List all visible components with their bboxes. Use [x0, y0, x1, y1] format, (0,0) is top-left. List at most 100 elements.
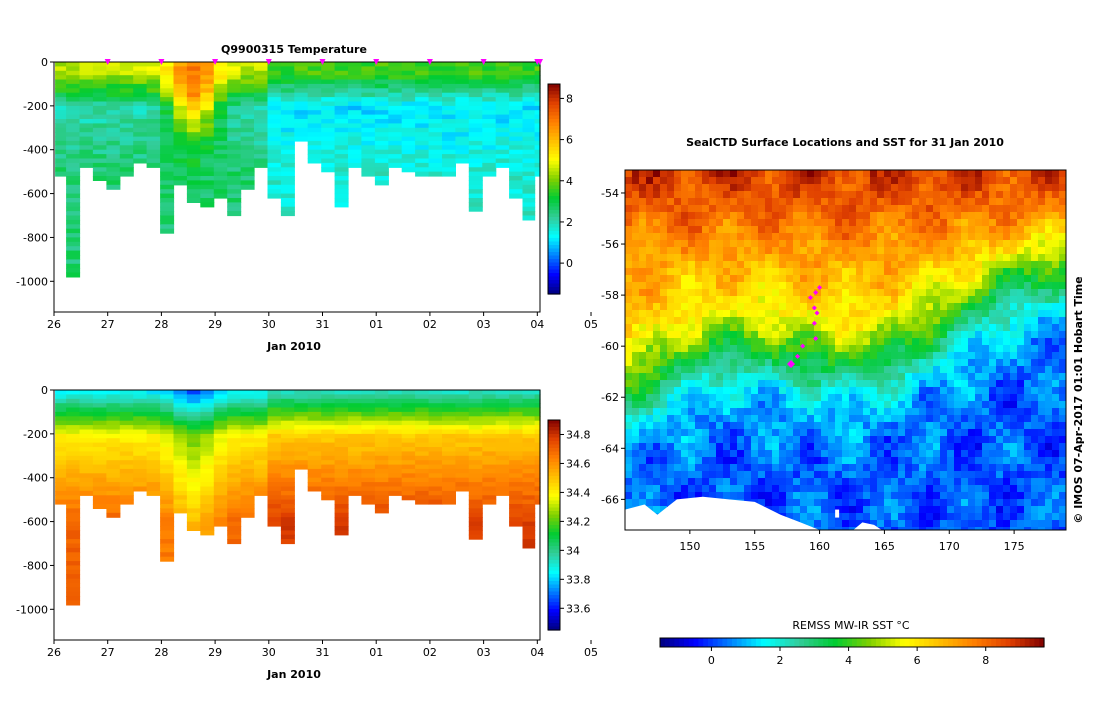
sst-cell: [737, 352, 744, 359]
sst-cell: [940, 359, 947, 366]
section-cell: [482, 150, 496, 155]
section-cell: [187, 508, 201, 513]
sst-cell: [751, 198, 758, 205]
sst-cell: [716, 415, 723, 422]
section-cell: [415, 487, 429, 492]
sst-cell: [786, 373, 793, 380]
section-cell: [429, 425, 443, 430]
sst-cell: [688, 464, 695, 471]
section-cell: [227, 211, 241, 216]
section-cell: [509, 75, 523, 80]
sst-cell: [912, 289, 919, 296]
section-cell: [402, 394, 416, 399]
section-cell: [66, 508, 80, 513]
sst-cell: [1031, 191, 1038, 198]
colorbar-segment: [548, 599, 560, 603]
section-cell: [281, 478, 295, 483]
sst-cell: [695, 310, 702, 317]
section-cell: [200, 500, 214, 505]
section-cell: [348, 421, 362, 426]
sst-cell: [709, 296, 716, 303]
sst-cell: [709, 401, 716, 408]
section-cell: [442, 390, 456, 395]
sst-cell: [919, 450, 926, 457]
sst-cell: [1038, 268, 1045, 275]
section-cell: [174, 451, 188, 456]
sst-cell: [646, 415, 653, 422]
section-cell: [55, 141, 67, 146]
section-cell: [402, 487, 416, 492]
sst-cell: [1024, 177, 1031, 184]
section-cell: [509, 487, 523, 492]
sst-cell: [1010, 345, 1017, 352]
section-cell: [55, 465, 67, 470]
section-cell: [55, 456, 67, 461]
sst-cell: [758, 177, 765, 184]
sst-cell: [898, 415, 905, 422]
section-cell: [80, 425, 94, 430]
sst-cell: [702, 331, 709, 338]
section-cell: [106, 128, 120, 133]
sst-cell: [730, 359, 737, 366]
section-cell: [509, 141, 523, 146]
sst-cell: [646, 240, 653, 247]
section-cell: [429, 456, 443, 461]
sst-cell: [688, 303, 695, 310]
sst-cell: [737, 233, 744, 240]
sst-cell: [1024, 359, 1031, 366]
sst-cell: [786, 394, 793, 401]
sst-cell: [716, 198, 723, 205]
section-cell: [200, 137, 214, 142]
sst-cell: [982, 345, 989, 352]
section-cell: [375, 123, 389, 128]
section-cell: [120, 159, 134, 164]
sst-cell: [926, 198, 933, 205]
section-cell: [429, 167, 443, 172]
section-cell: [455, 460, 469, 465]
section-cell: [402, 75, 416, 80]
sst-cell: [695, 464, 702, 471]
sst-cell: [625, 198, 632, 205]
section-cell: [523, 176, 536, 181]
section-cell: [429, 416, 443, 421]
sst-cell: [765, 345, 772, 352]
sst-cell: [828, 457, 835, 464]
section-cell: [147, 93, 161, 98]
sst-cell: [779, 457, 786, 464]
section-cell: [469, 487, 483, 492]
section-cell: [160, 159, 174, 164]
sst-cell: [688, 450, 695, 457]
sst-cell: [863, 345, 870, 352]
sst-cell: [926, 296, 933, 303]
sst-cell: [1010, 450, 1017, 457]
sst-cell: [961, 219, 968, 226]
sst-cell: [996, 191, 1003, 198]
sst-cell: [639, 408, 646, 415]
sst-cell: [849, 450, 856, 457]
sst-cell: [898, 380, 905, 387]
sst-cell: [856, 359, 863, 366]
section-cell: [241, 145, 255, 150]
section-cell: [268, 504, 282, 509]
sst-cell: [1010, 268, 1017, 275]
sst-cell: [779, 205, 786, 212]
sst-cell: [912, 352, 919, 359]
sst-cell: [1052, 387, 1059, 394]
section-cell: [523, 198, 536, 203]
section-cell: [200, 102, 214, 107]
section-cell: [106, 434, 120, 439]
section-cell: [402, 141, 416, 146]
sst-cell: [632, 198, 639, 205]
sst-cell: [744, 184, 751, 191]
sst-cell: [919, 296, 926, 303]
section-cell: [227, 88, 241, 93]
section-cell: [482, 403, 496, 408]
section-cell: [348, 487, 362, 492]
section-cell: [268, 408, 282, 413]
sst-cell: [1003, 338, 1010, 345]
sst-cell: [702, 317, 709, 324]
sst-cell: [765, 450, 772, 457]
section-cell: [200, 132, 214, 137]
section-cell: [227, 93, 241, 98]
section-cell: [120, 110, 134, 115]
